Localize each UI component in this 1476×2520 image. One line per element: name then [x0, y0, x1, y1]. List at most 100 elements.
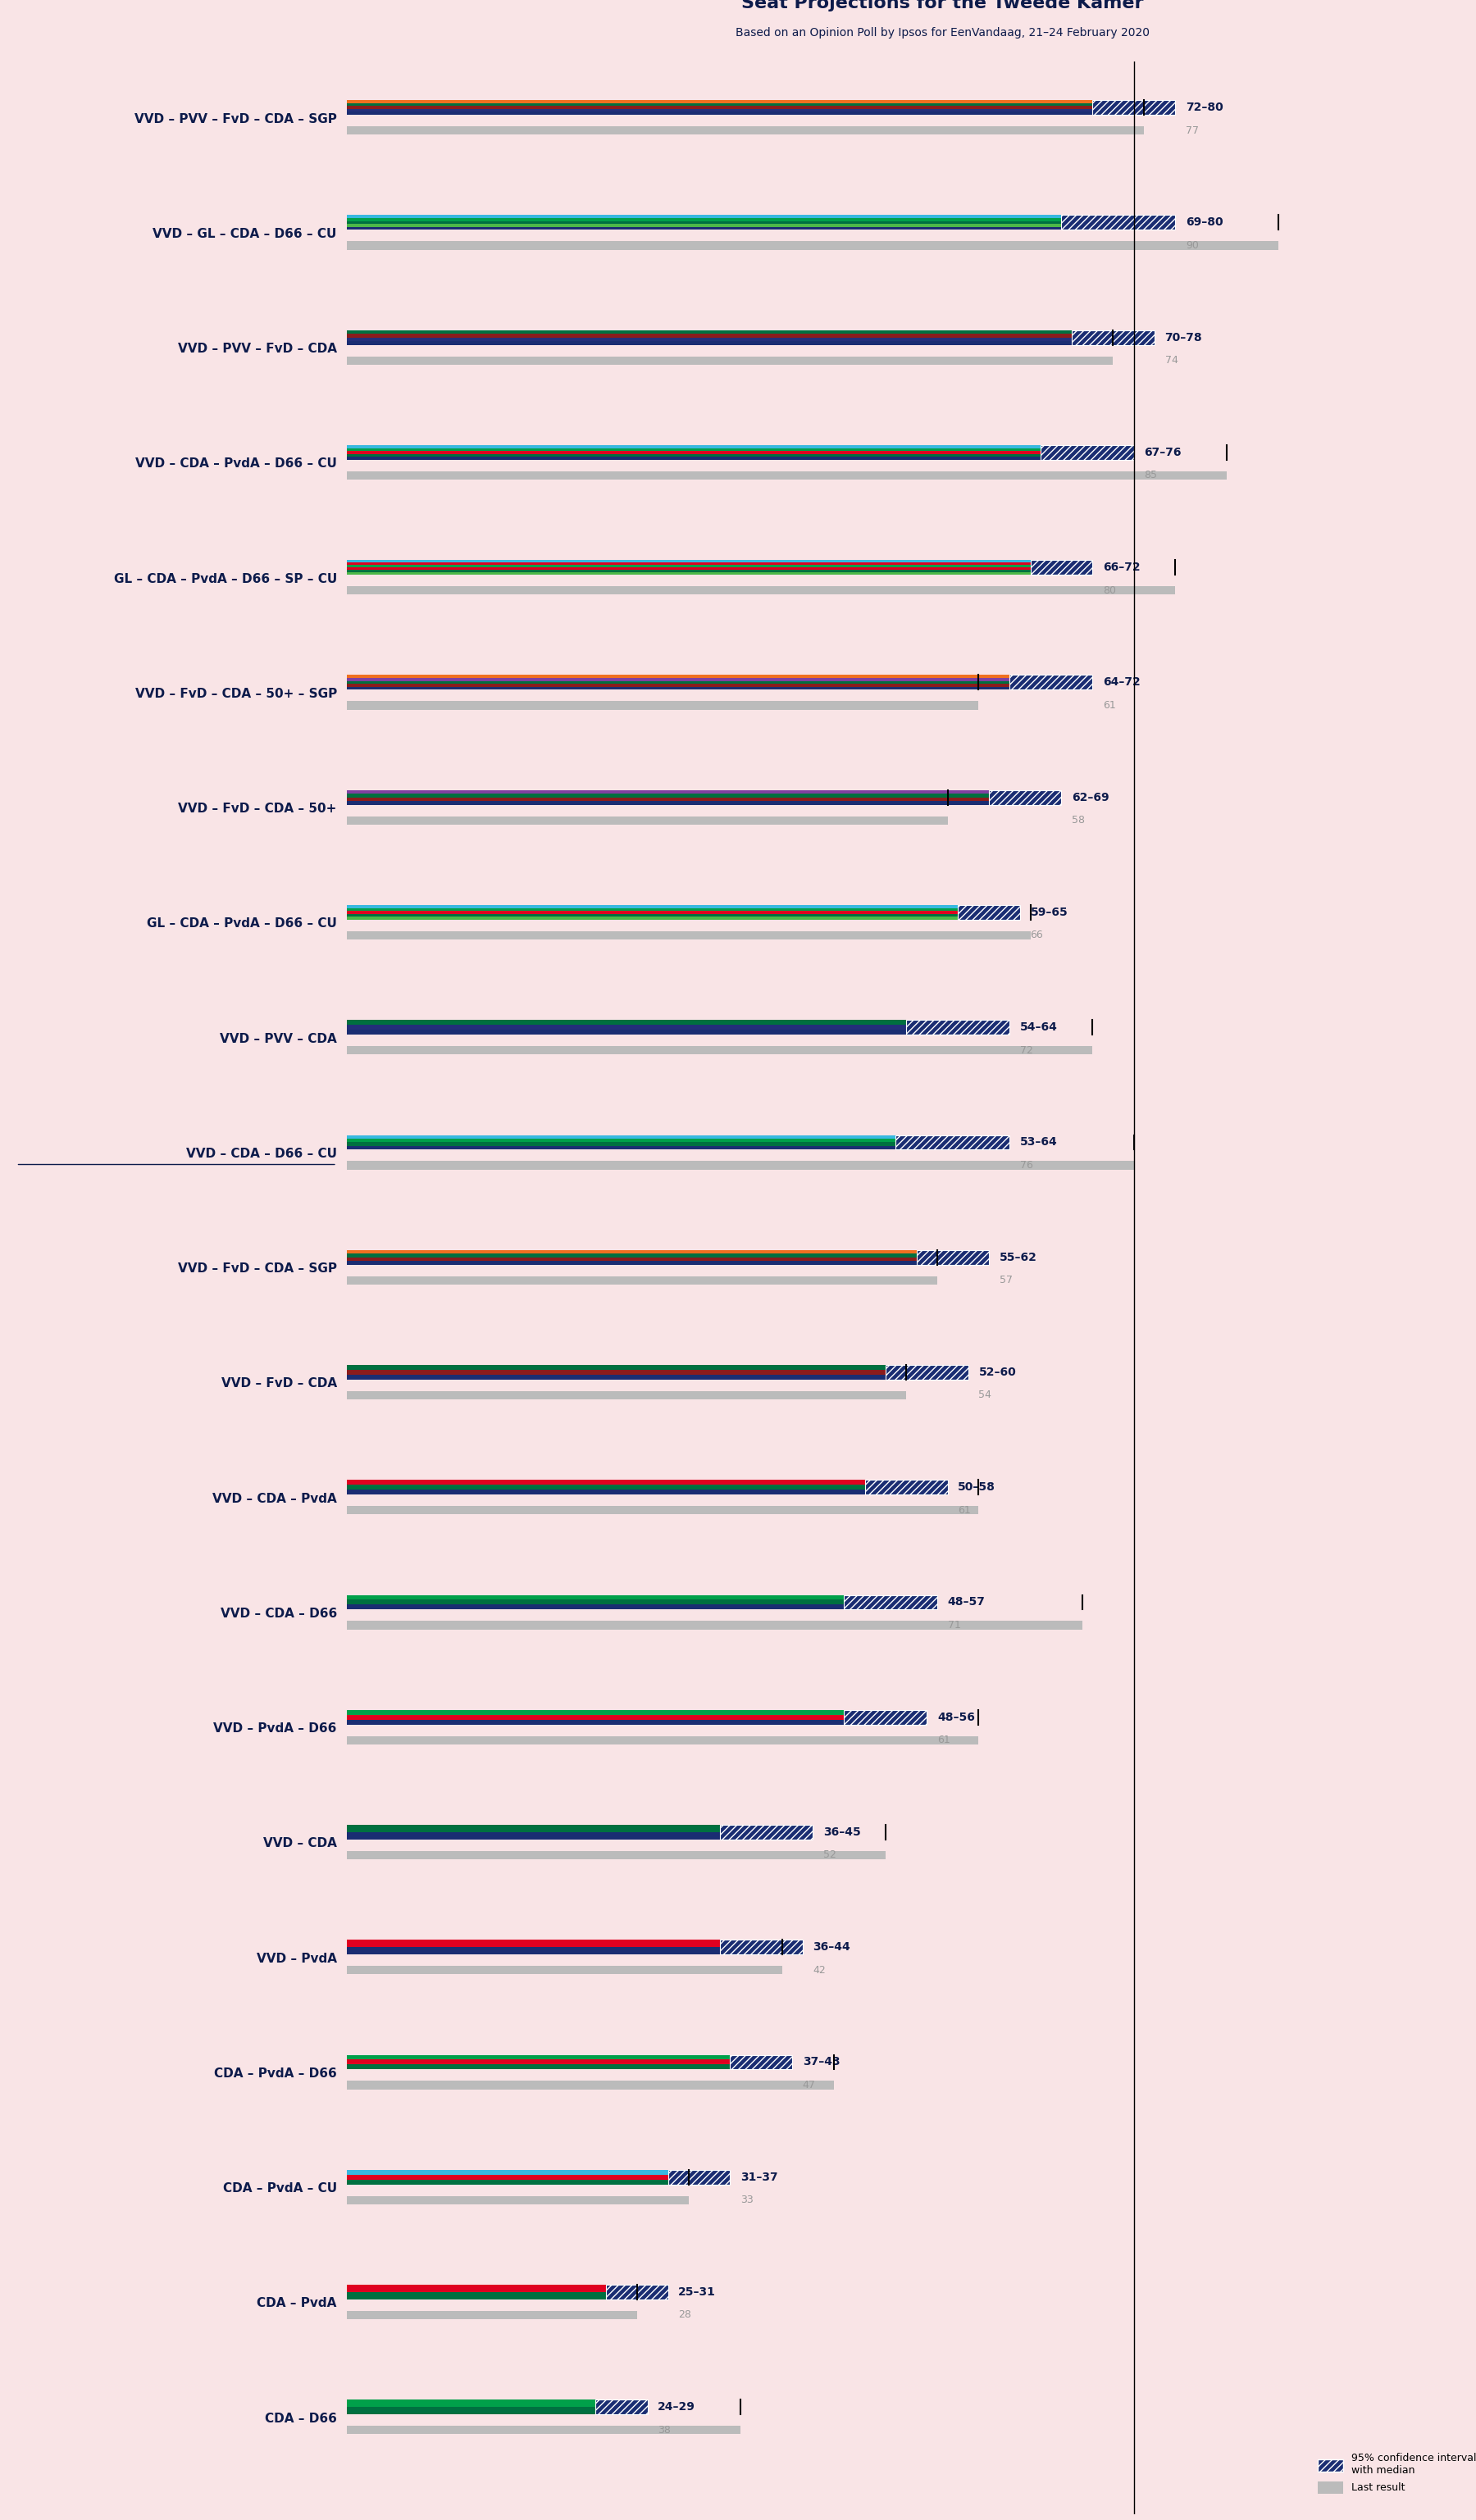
Text: VVD – CDA – D66 – CU: VVD – CDA – D66 – CU	[186, 1147, 337, 1159]
Bar	[347, 1479, 948, 1484]
Bar	[347, 2175, 731, 2180]
Bar	[347, 1026, 1010, 1031]
Bar	[347, 1252, 989, 1257]
Bar	[886, 1366, 968, 1378]
Bar	[347, 1373, 968, 1378]
Bar	[347, 471, 1227, 479]
Text: 36–44: 36–44	[813, 1940, 850, 1953]
Bar	[347, 1832, 813, 1840]
Text: 31–37: 31–37	[741, 2172, 778, 2182]
Bar	[347, 907, 1020, 910]
Bar	[844, 1595, 937, 1610]
Bar	[347, 1046, 1092, 1053]
Bar	[1030, 559, 1092, 575]
Text: 66: 66	[1030, 930, 1044, 940]
Bar	[347, 1600, 937, 1605]
Text: 37–43: 37–43	[803, 2056, 840, 2069]
Bar	[347, 219, 1175, 222]
Bar	[347, 1824, 813, 1832]
Bar	[347, 905, 1020, 907]
Bar	[347, 1850, 886, 1860]
Bar	[347, 338, 1154, 340]
Bar	[347, 2399, 648, 2407]
Bar	[347, 1940, 803, 1948]
Bar	[347, 1620, 1082, 1630]
Text: GL – CDA – PvdA – D66 – CU: GL – CDA – PvdA – D66 – CU	[146, 917, 337, 930]
Bar	[347, 2082, 834, 2089]
Bar	[347, 126, 1144, 134]
Bar	[347, 796, 1061, 801]
Bar	[844, 1711, 927, 1724]
Text: CDA – D66: CDA – D66	[264, 2412, 337, 2424]
Text: 69–80: 69–80	[1185, 217, 1224, 229]
Text: VVD – PVV – CDA: VVD – PVV – CDA	[220, 1033, 337, 1046]
Text: 47: 47	[803, 2079, 816, 2092]
Text: 53–64: 53–64	[1020, 1137, 1057, 1149]
Text: 85: 85	[1144, 471, 1157, 481]
Bar	[347, 446, 1134, 449]
Bar	[906, 1021, 1010, 1036]
Text: CDA – PvdA: CDA – PvdA	[257, 2298, 337, 2311]
Text: VVD – PVV – FvD – CDA: VVD – PVV – FvD – CDA	[177, 343, 337, 355]
Text: VVD – PvdA – D66: VVD – PvdA – D66	[214, 1724, 337, 1734]
Bar	[347, 456, 1134, 459]
Bar	[347, 675, 1092, 678]
Bar	[347, 2286, 669, 2293]
Bar	[347, 222, 1175, 224]
Bar	[669, 2170, 731, 2185]
Bar	[347, 101, 1175, 103]
Bar	[347, 2427, 741, 2434]
Bar	[347, 1031, 1010, 1036]
Text: VVD – FvD – CDA: VVD – FvD – CDA	[221, 1378, 337, 1391]
Bar	[865, 1479, 948, 1494]
Bar	[347, 449, 1134, 451]
Bar	[347, 224, 1175, 227]
Text: 48–57: 48–57	[948, 1598, 984, 1608]
Bar	[347, 1507, 979, 1515]
Bar	[347, 910, 1020, 915]
Bar	[347, 1147, 1010, 1149]
Text: 74: 74	[1165, 355, 1178, 365]
Text: 54: 54	[979, 1391, 992, 1401]
Bar	[347, 2064, 793, 2069]
Text: 62–69: 62–69	[1072, 791, 1108, 804]
Bar	[347, 227, 1175, 229]
Text: 57: 57	[999, 1275, 1013, 1285]
Bar	[347, 917, 1020, 920]
Text: 33: 33	[741, 2195, 753, 2205]
Bar	[347, 2054, 793, 2059]
Text: 66–72: 66–72	[1103, 562, 1139, 572]
Bar	[347, 680, 1092, 683]
Bar	[347, 1595, 937, 1600]
Bar	[347, 330, 1154, 333]
Text: 55–62: 55–62	[999, 1252, 1038, 1263]
Text: 54–64: 54–64	[1020, 1021, 1058, 1033]
Bar	[347, 1275, 937, 1285]
Bar	[347, 801, 1061, 804]
Text: 76: 76	[1020, 1159, 1033, 1172]
Bar	[896, 1134, 1010, 1149]
Bar	[347, 1366, 968, 1371]
Bar	[347, 103, 1175, 106]
Text: 50–58: 50–58	[958, 1482, 995, 1492]
Bar	[347, 451, 1134, 454]
Bar	[347, 678, 1092, 680]
Text: 72–80: 72–80	[1185, 101, 1224, 113]
Bar	[347, 242, 1278, 249]
Text: 42: 42	[813, 1966, 827, 1976]
Text: VVD – CDA – PvdA – D66 – CU: VVD – CDA – PvdA – D66 – CU	[136, 459, 337, 471]
Bar	[347, 2059, 793, 2064]
Text: 71: 71	[948, 1620, 961, 1630]
Bar	[347, 794, 1061, 796]
Bar	[347, 1162, 1134, 1169]
Bar	[1061, 214, 1175, 229]
Text: CDA – PvdA – D66: CDA – PvdA – D66	[214, 2066, 337, 2079]
Bar	[347, 1134, 1010, 1139]
Text: Seat Projections for the Tweede Kamer: Seat Projections for the Tweede Kamer	[741, 0, 1144, 13]
Bar	[1041, 446, 1134, 459]
Text: VVD – FvD – CDA – 50+: VVD – FvD – CDA – 50+	[179, 804, 337, 814]
Bar	[347, 930, 1030, 940]
Text: 24–29: 24–29	[658, 2402, 695, 2412]
Bar	[347, 2407, 648, 2414]
Text: VVD – FvD – CDA – 50+ – SGP: VVD – FvD – CDA – 50+ – SGP	[134, 688, 337, 701]
